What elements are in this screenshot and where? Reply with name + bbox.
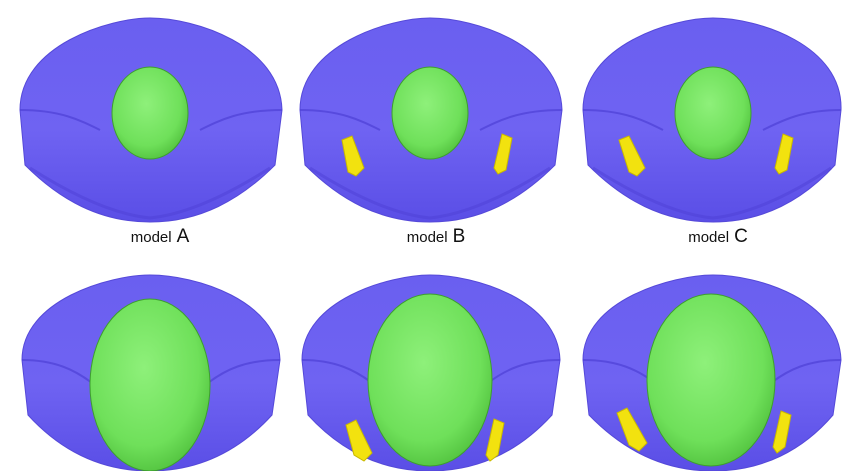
marker-right <box>485 418 505 462</box>
marker-right <box>493 133 513 175</box>
fetal-head-sphere <box>89 298 211 471</box>
label-model-word: model <box>688 229 730 246</box>
panel-model-c-top <box>582 17 842 223</box>
marker-right <box>774 133 794 175</box>
tissue-lower-shadow <box>309 166 551 220</box>
tissue-fold-line <box>301 359 561 384</box>
fetal-head-sphere <box>674 66 752 160</box>
tissue-fold-line <box>582 109 842 131</box>
tissue-fold-line <box>21 359 281 384</box>
fetal-head-sphere <box>111 66 189 160</box>
tissue-lower-shadow <box>29 166 271 220</box>
label-model-c: model C <box>688 226 748 248</box>
label-model-letter: A <box>176 226 190 247</box>
marker-right <box>772 410 792 454</box>
fetal-head-sphere <box>646 293 776 467</box>
marker-left <box>341 135 365 177</box>
label-model-letter: C <box>734 226 748 247</box>
tissue-fold-line <box>19 109 283 131</box>
fetal-head-sphere <box>367 293 493 467</box>
label-model-a: model A <box>131 226 190 248</box>
label-model-b: model B <box>407 226 466 248</box>
fetal-head-sphere <box>391 66 469 160</box>
panel-model-c-bottom <box>582 274 842 471</box>
tissue-lower-shadow <box>592 166 832 220</box>
tissue-fold-line <box>299 109 563 131</box>
panel-model-a-bottom <box>21 274 281 471</box>
label-model-word: model <box>406 229 448 246</box>
label-model-letter: B <box>452 226 466 247</box>
label-model-word: model <box>130 229 172 246</box>
panel-model-b-top <box>299 17 563 223</box>
marker-left <box>616 407 648 452</box>
marker-left <box>618 135 646 177</box>
marker-left <box>345 419 373 462</box>
panel-model-b-bottom <box>301 274 561 471</box>
panel-model-a-top <box>19 17 283 223</box>
